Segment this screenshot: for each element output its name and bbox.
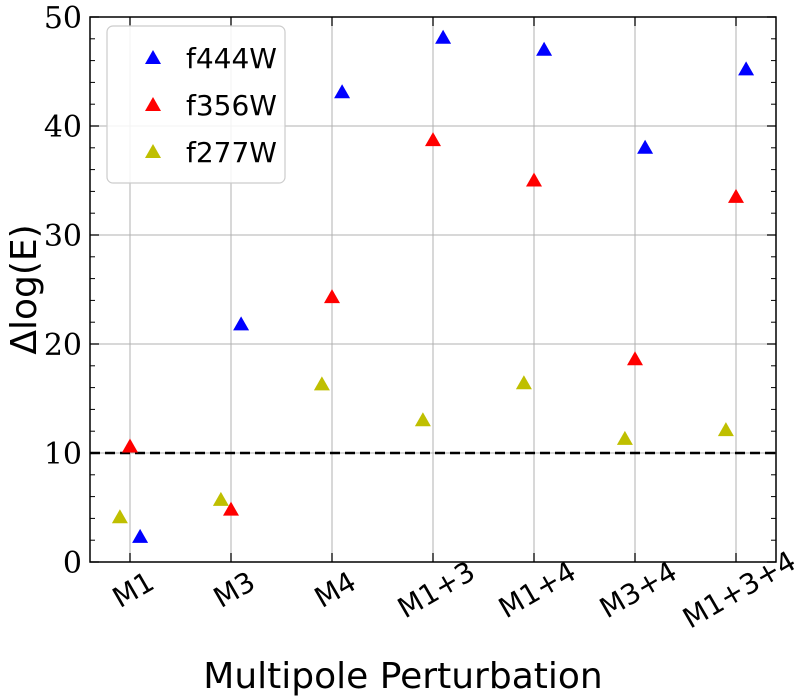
y-tick-label: 10 (44, 437, 82, 472)
x-tick-label: M1+4 (493, 555, 582, 625)
legend-marker-f356W (145, 97, 161, 111)
data-point-f444W (738, 61, 755, 76)
x-tick-label: M3+4 (594, 555, 683, 625)
legend: f444W f356W f277W (106, 25, 286, 184)
data-point-f444W (334, 84, 351, 99)
data-point-f356W (425, 132, 441, 147)
data-layer (111, 29, 755, 543)
data-point-f277W (414, 412, 431, 427)
legend-label-f444W: f444W (186, 42, 277, 75)
x-tick-label: M1+3 (392, 555, 481, 625)
data-point-f277W (111, 509, 128, 524)
x-tick-label: M1 (107, 565, 160, 615)
data-point-f356W (728, 188, 744, 203)
y-tick-label: 20 (44, 328, 82, 363)
legend-label-f356W: f356W (186, 89, 277, 122)
data-point-f444W (435, 29, 452, 44)
data-point-f277W (515, 375, 532, 390)
y-tick-label: 0 (63, 546, 82, 581)
legend-label-f277W: f277W (186, 136, 277, 169)
y-tick-label: 30 (44, 219, 82, 254)
y-axis-label: Δlog(E) (4, 224, 45, 354)
x-axis-label: Multipole Perturbation (203, 656, 602, 697)
y-tick-label: 50 (44, 1, 82, 36)
legend-marker-f444W (145, 50, 161, 64)
y-tick-label: 40 (44, 110, 82, 145)
data-point-f277W (313, 376, 330, 391)
data-point-f444W (233, 316, 250, 331)
plot-frame (89, 16, 777, 563)
legend-marker-f277W (145, 144, 161, 158)
data-point-f356W (324, 289, 340, 304)
x-tick-label: M1+3+4 (677, 544, 800, 635)
data-point-f444W (132, 528, 149, 543)
data-point-f277W (717, 422, 734, 437)
data-point-f356W (627, 351, 643, 366)
data-point-f277W (212, 491, 229, 506)
data-point-f356W (122, 438, 138, 453)
legend-box (106, 25, 286, 184)
data-point-f444W (637, 139, 654, 154)
x-tick-label: M3 (208, 565, 261, 615)
data-point-f277W (616, 430, 633, 445)
x-tick-label: M4 (309, 565, 362, 615)
data-point-f356W (223, 501, 239, 516)
data-point-f356W (526, 172, 542, 187)
data-point-f444W (536, 41, 553, 56)
